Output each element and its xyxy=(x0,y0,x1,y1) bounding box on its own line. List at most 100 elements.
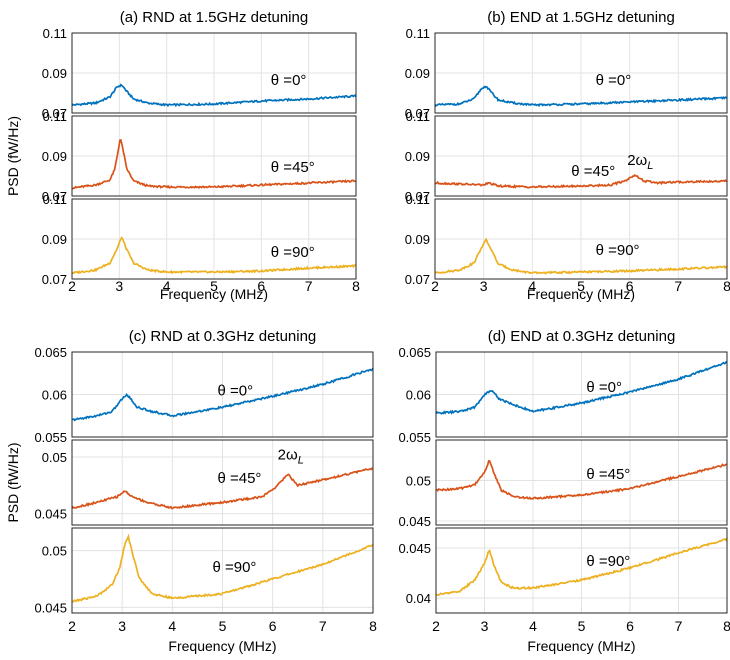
panel-frame xyxy=(71,527,374,614)
theta-annotation: θ =0° xyxy=(271,72,307,89)
x-tick-label: 7 xyxy=(305,278,313,294)
x-tick-label: 2 xyxy=(68,278,76,294)
x-tick-label: 6 xyxy=(626,618,634,634)
series-line xyxy=(434,85,728,108)
panel-frame xyxy=(434,32,728,114)
y-tick-label: 0.09 xyxy=(405,232,430,247)
y-tick-label: 0.11 xyxy=(406,26,430,41)
theta-annotation: θ =90° xyxy=(212,559,256,576)
x-tick-label: 3 xyxy=(115,278,123,294)
x-tick-label: 7 xyxy=(675,618,683,634)
harmonic-annotation: 2ωL xyxy=(278,446,304,466)
x-tick-label: 5 xyxy=(219,618,227,634)
x-axis-label: Frequency (MHz) xyxy=(160,286,268,302)
series-line xyxy=(71,533,374,603)
harmonic-subscript: L xyxy=(647,160,653,172)
x-axis-label: Frequency (MHz) xyxy=(168,638,276,654)
x-tick-label: 8 xyxy=(369,618,377,634)
panel-1: 0.07 0.09 0.11 θ =0° xyxy=(42,26,357,121)
series-line xyxy=(71,83,357,108)
panel-frame xyxy=(71,32,357,114)
y-tick-label: 0.11 xyxy=(406,192,430,207)
x-tick-label: 4 xyxy=(529,618,537,634)
series-line xyxy=(71,467,374,510)
series-line xyxy=(434,173,728,189)
y-tick-label: 0.065 xyxy=(398,345,431,360)
series-line xyxy=(71,236,357,275)
x-tick-label: 3 xyxy=(481,618,489,634)
panel-frame xyxy=(434,198,728,280)
y-tick-label: 0.05 xyxy=(42,544,67,559)
x-tick-label: 8 xyxy=(352,278,360,294)
panel-frame xyxy=(435,351,728,438)
series-line xyxy=(436,459,728,500)
harmonic-subscript: L xyxy=(298,454,304,466)
panel-frame xyxy=(435,527,728,614)
x-tick-label: 2 xyxy=(432,618,440,634)
x-tick-label: 4 xyxy=(168,618,176,634)
y-tick-label: 0.07 xyxy=(42,272,67,287)
x-axis-label: Frequency (MHz) xyxy=(527,638,635,654)
panel-1: 0.07 0.09 0.11 θ =0° xyxy=(405,26,728,121)
y-tick-label: 0.055 xyxy=(34,430,67,445)
y-tick-label: 0.09 xyxy=(42,232,67,247)
y-axis-label: PSD (fW/Hz) xyxy=(5,116,21,196)
theta-annotation: θ =45° xyxy=(586,466,630,483)
panel-frame xyxy=(71,115,357,197)
x-tick-label: 6 xyxy=(269,618,277,634)
chart-title: (a) RND at 1.5GHz detuning xyxy=(120,9,308,26)
harmonic-text: 2ω xyxy=(278,446,298,463)
y-tick-label: 0.09 xyxy=(42,66,67,81)
chart-b: (b) END at 1.5GHz detuning 0.07 0.09 0.11 θ … xyxy=(405,9,730,302)
x-tick-label: 8 xyxy=(723,618,730,634)
y-tick-label: 0.06 xyxy=(42,388,67,403)
y-tick-label: 0.07 xyxy=(42,189,67,204)
x-axis-label: Frequency (MHz) xyxy=(527,286,635,302)
x-tick-label: 3 xyxy=(118,618,126,634)
y-tick-label: 0.045 xyxy=(398,541,431,556)
panel-frame xyxy=(434,115,728,197)
panel-2: 0.045 0.05 θ =45° xyxy=(34,439,374,526)
theta-annotation: θ =0° xyxy=(217,382,253,399)
series-line xyxy=(435,537,728,596)
y-tick-label: 0.045 xyxy=(34,507,67,522)
y-tick-label: 0.07 xyxy=(405,189,430,204)
y-tick-label: 0.09 xyxy=(405,66,430,81)
x-tick-label: 5 xyxy=(210,278,218,294)
x-tick-label: 8 xyxy=(723,278,730,294)
theta-annotation: θ =90° xyxy=(586,553,630,570)
y-tick-label: 0.045 xyxy=(398,514,431,529)
x-tick-label: 3 xyxy=(480,278,488,294)
x-tick-label: 5 xyxy=(577,278,585,294)
y-tick-label: 0.07 xyxy=(405,272,430,287)
y-tick-label: 0.07 xyxy=(42,106,67,121)
chart-title: (c) RND at 0.3GHz detuning xyxy=(129,328,317,345)
panel-3: 0.04 0.045 θ =90° xyxy=(398,527,728,614)
y-tick-label: 0.09 xyxy=(42,149,67,164)
panel-1: 0.055 0.06 0.065 θ =0° xyxy=(34,345,374,445)
panel-3: 0.07 0.09 0.11 θ =90° xyxy=(405,192,728,287)
series-line xyxy=(435,360,728,415)
x-tick-label: 7 xyxy=(674,278,682,294)
panel-frame xyxy=(71,439,374,526)
y-tick-label: 0.07 xyxy=(405,106,430,121)
chart-title: (d) END at 0.3GHz detuning xyxy=(488,328,676,345)
theta-annotation: θ =0° xyxy=(596,72,632,89)
x-tick-label: 6 xyxy=(626,278,634,294)
y-tick-label: 0.11 xyxy=(43,192,67,207)
harmonic-text: 2ω xyxy=(627,152,647,169)
panel-2: 0.07 0.09 0.11 θ =45° xyxy=(42,109,357,204)
panel-2: 0.07 0.09 0.11 θ =45° xyxy=(405,109,728,204)
panel-3: 0.07 0.09 0.11 θ =90° xyxy=(42,192,357,287)
y-tick-label: 0.11 xyxy=(406,109,430,124)
chart-d: (d) END at 0.3GHz detuning0.0550.060.065… xyxy=(398,328,730,654)
y-tick-label: 0.04 xyxy=(406,591,431,606)
x-tick-label: 2 xyxy=(68,618,76,634)
y-tick-label: 0.065 xyxy=(34,345,67,360)
series-line xyxy=(71,367,374,422)
y-tick-label: 0.055 xyxy=(398,430,431,445)
chart-c: (c) RND at 0.3GHz detuning0.0550.060.065… xyxy=(5,328,377,654)
x-tick-label: 4 xyxy=(528,278,536,294)
x-tick-label: 6 xyxy=(257,278,265,294)
